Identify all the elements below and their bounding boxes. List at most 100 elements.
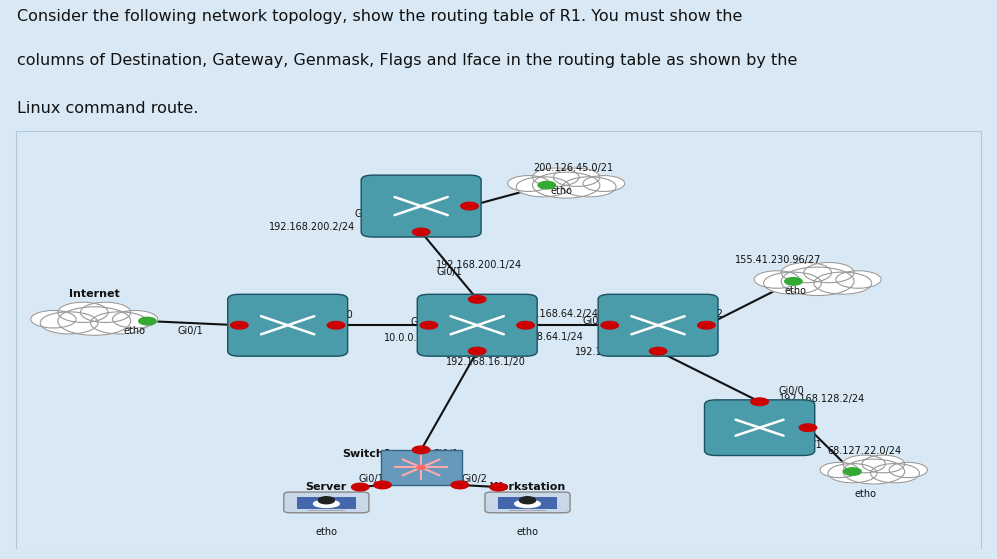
Ellipse shape (58, 307, 131, 335)
Text: 10.0.0.2/24: 10.0.0.2/24 (385, 333, 440, 343)
Text: Gi0/1: Gi0/1 (177, 326, 203, 336)
Ellipse shape (514, 500, 540, 508)
Circle shape (469, 347, 486, 355)
Ellipse shape (313, 500, 339, 508)
Text: 68.127.22.0/24: 68.127.22.0/24 (828, 446, 901, 456)
Circle shape (519, 497, 535, 504)
Ellipse shape (842, 455, 885, 473)
Ellipse shape (820, 462, 858, 477)
Text: 10.0.0.1/24: 10.0.0.1/24 (256, 333, 312, 343)
Ellipse shape (532, 168, 579, 186)
Text: etho: etho (124, 326, 146, 335)
FancyBboxPatch shape (598, 294, 718, 356)
FancyBboxPatch shape (284, 492, 369, 513)
Ellipse shape (782, 263, 831, 283)
Text: R1: R1 (444, 309, 460, 319)
FancyBboxPatch shape (498, 498, 557, 509)
Circle shape (352, 484, 369, 491)
Text: Gi0/0: Gi0/0 (355, 210, 381, 220)
Ellipse shape (91, 312, 149, 334)
Circle shape (843, 468, 861, 475)
Text: Gi0/1: Gi0/1 (797, 440, 823, 450)
FancyBboxPatch shape (299, 510, 354, 513)
Text: etho: etho (516, 527, 538, 537)
Ellipse shape (862, 455, 904, 473)
Text: Gi0/1: Gi0/1 (411, 317, 437, 327)
Text: Gi0/1: Gi0/1 (635, 339, 661, 349)
Text: etho: etho (855, 489, 877, 499)
FancyBboxPatch shape (361, 175, 482, 237)
Text: Gi0/2: Gi0/2 (462, 473, 488, 484)
Text: Internet: Internet (69, 290, 120, 299)
Circle shape (785, 278, 803, 285)
Circle shape (420, 321, 438, 329)
Ellipse shape (889, 462, 927, 477)
Text: Switch1: Switch1 (343, 449, 392, 458)
Circle shape (601, 321, 618, 329)
Circle shape (516, 321, 534, 329)
Circle shape (800, 424, 817, 432)
Text: Gi0/2: Gi0/2 (698, 309, 724, 319)
Text: Gi0/3: Gi0/3 (447, 348, 472, 358)
Circle shape (413, 446, 430, 453)
Ellipse shape (40, 312, 98, 334)
Text: Workstation: Workstation (490, 482, 565, 492)
Text: etho: etho (550, 186, 572, 196)
FancyBboxPatch shape (308, 510, 345, 511)
Ellipse shape (553, 168, 600, 186)
Text: 192.168.16.1/20: 192.168.16.1/20 (447, 357, 526, 367)
Ellipse shape (562, 177, 616, 197)
Ellipse shape (583, 176, 625, 191)
FancyBboxPatch shape (297, 498, 356, 509)
Text: R2: R2 (402, 181, 418, 191)
Text: Gi0/0: Gi0/0 (321, 311, 346, 321)
Text: 192.168.128.2/24: 192.168.128.2/24 (779, 394, 865, 404)
Ellipse shape (814, 272, 871, 294)
Text: 192.168.200.1/24: 192.168.200.1/24 (436, 259, 521, 269)
FancyBboxPatch shape (227, 294, 348, 356)
Ellipse shape (828, 463, 877, 483)
Text: Gi0/1: Gi0/1 (359, 473, 385, 484)
Circle shape (230, 321, 248, 329)
Ellipse shape (516, 177, 569, 197)
Ellipse shape (81, 302, 131, 323)
Text: etho: etho (315, 527, 337, 537)
Circle shape (649, 347, 667, 355)
Text: Gi0/0: Gi0/0 (583, 316, 609, 326)
Text: Server: Server (306, 482, 347, 492)
Circle shape (451, 481, 469, 489)
Ellipse shape (764, 272, 822, 294)
Ellipse shape (31, 310, 76, 328)
Circle shape (417, 466, 426, 470)
Text: Gi0/2: Gi0/2 (504, 312, 530, 322)
Ellipse shape (835, 271, 881, 288)
FancyBboxPatch shape (418, 294, 537, 356)
Text: columns of Destination, Gateway, Genmask, Flags and Iface in the routing table a: columns of Destination, Gateway, Genmask… (17, 53, 798, 68)
Text: Linux command route.: Linux command route. (17, 101, 198, 116)
Text: etho: etho (785, 286, 807, 296)
FancyBboxPatch shape (509, 510, 546, 511)
Circle shape (469, 296, 486, 303)
Ellipse shape (804, 263, 854, 283)
Ellipse shape (58, 302, 108, 323)
Text: R4: R4 (748, 412, 765, 422)
Circle shape (327, 321, 345, 329)
Ellipse shape (782, 267, 854, 296)
FancyBboxPatch shape (499, 510, 555, 513)
Circle shape (374, 481, 391, 489)
FancyBboxPatch shape (485, 492, 570, 513)
Text: Gi0/0: Gi0/0 (328, 310, 353, 320)
Text: Gi0/0: Gi0/0 (779, 386, 805, 396)
Text: Gi0/1: Gi0/1 (437, 267, 463, 277)
Circle shape (751, 398, 769, 405)
Circle shape (461, 202, 479, 210)
Circle shape (318, 497, 334, 504)
Ellipse shape (842, 459, 904, 484)
Text: 200.126.45.0/21: 200.126.45.0/21 (533, 163, 613, 173)
Text: 192.168.64.2/24: 192.168.64.2/24 (519, 309, 599, 319)
Ellipse shape (507, 176, 549, 191)
Text: DefaultRouter: DefaultRouter (243, 296, 332, 306)
FancyBboxPatch shape (381, 450, 462, 485)
Text: 155.41.230.96/27: 155.41.230.96/27 (735, 255, 821, 266)
Text: 192.168.64.1/24: 192.168.64.1/24 (504, 331, 584, 342)
